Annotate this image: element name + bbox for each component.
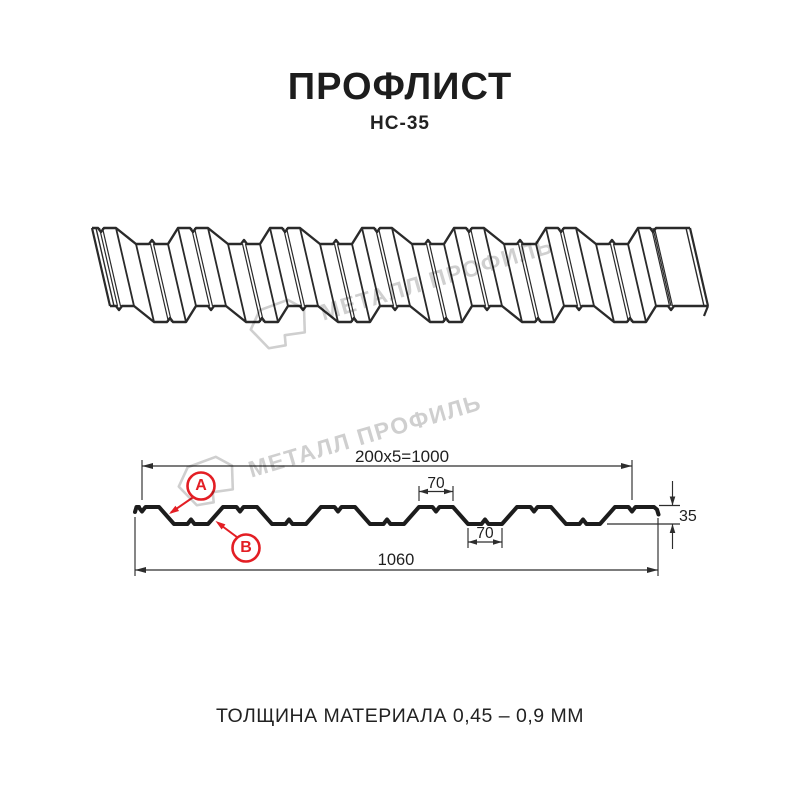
dimension-label-crest-width: 70: [427, 475, 445, 492]
marker-a-label: А: [195, 477, 207, 494]
dimension-label-pitch: 200x5=1000: [354, 447, 450, 466]
page-title: ПРОФЛИСТ: [287, 66, 513, 108]
dimension-label-overall-width: 1060: [377, 551, 415, 569]
material-thickness-note: ТОЛЩИНА МАТЕРИАЛА 0,45 – 0,9 ММ: [215, 705, 585, 727]
dimension-label-valley-width: 70: [476, 525, 494, 542]
dimension-label-profile-height: 35: [679, 508, 697, 525]
profile-model-subtitle: НС-35: [370, 113, 430, 134]
marker-b-label: В: [240, 539, 252, 556]
profile-3d-drawing: [90, 226, 710, 324]
